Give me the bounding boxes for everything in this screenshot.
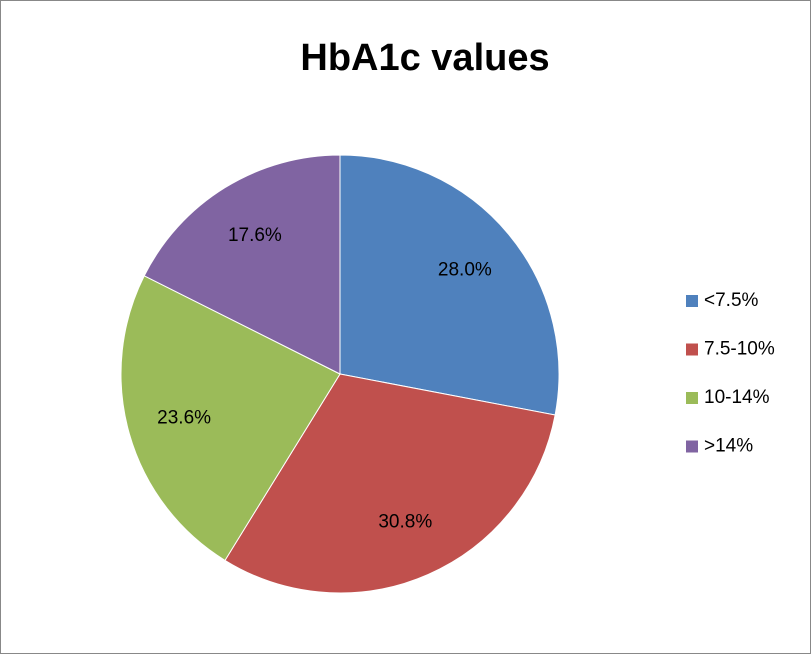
slice-label: 30.8% [378, 511, 432, 532]
slice-label: 23.6% [157, 407, 211, 428]
legend-swatch [686, 295, 698, 307]
slice-label: 17.6% [228, 225, 282, 246]
legend-label: 10-14% [704, 387, 770, 408]
pie-slice [339, 154, 560, 416]
pie-slice [143, 154, 341, 375]
legend-label: >14% [704, 436, 753, 457]
legend-swatch [686, 440, 698, 453]
legend-swatch [686, 392, 698, 404]
legend-label: 7.5-10% [704, 339, 775, 360]
legend-label: <7.5% [704, 290, 759, 311]
slice-label: 28.0% [438, 260, 492, 281]
legend-swatch [686, 343, 698, 356]
chart-title: HbA1c values [300, 37, 549, 79]
pie-slice [224, 373, 556, 594]
